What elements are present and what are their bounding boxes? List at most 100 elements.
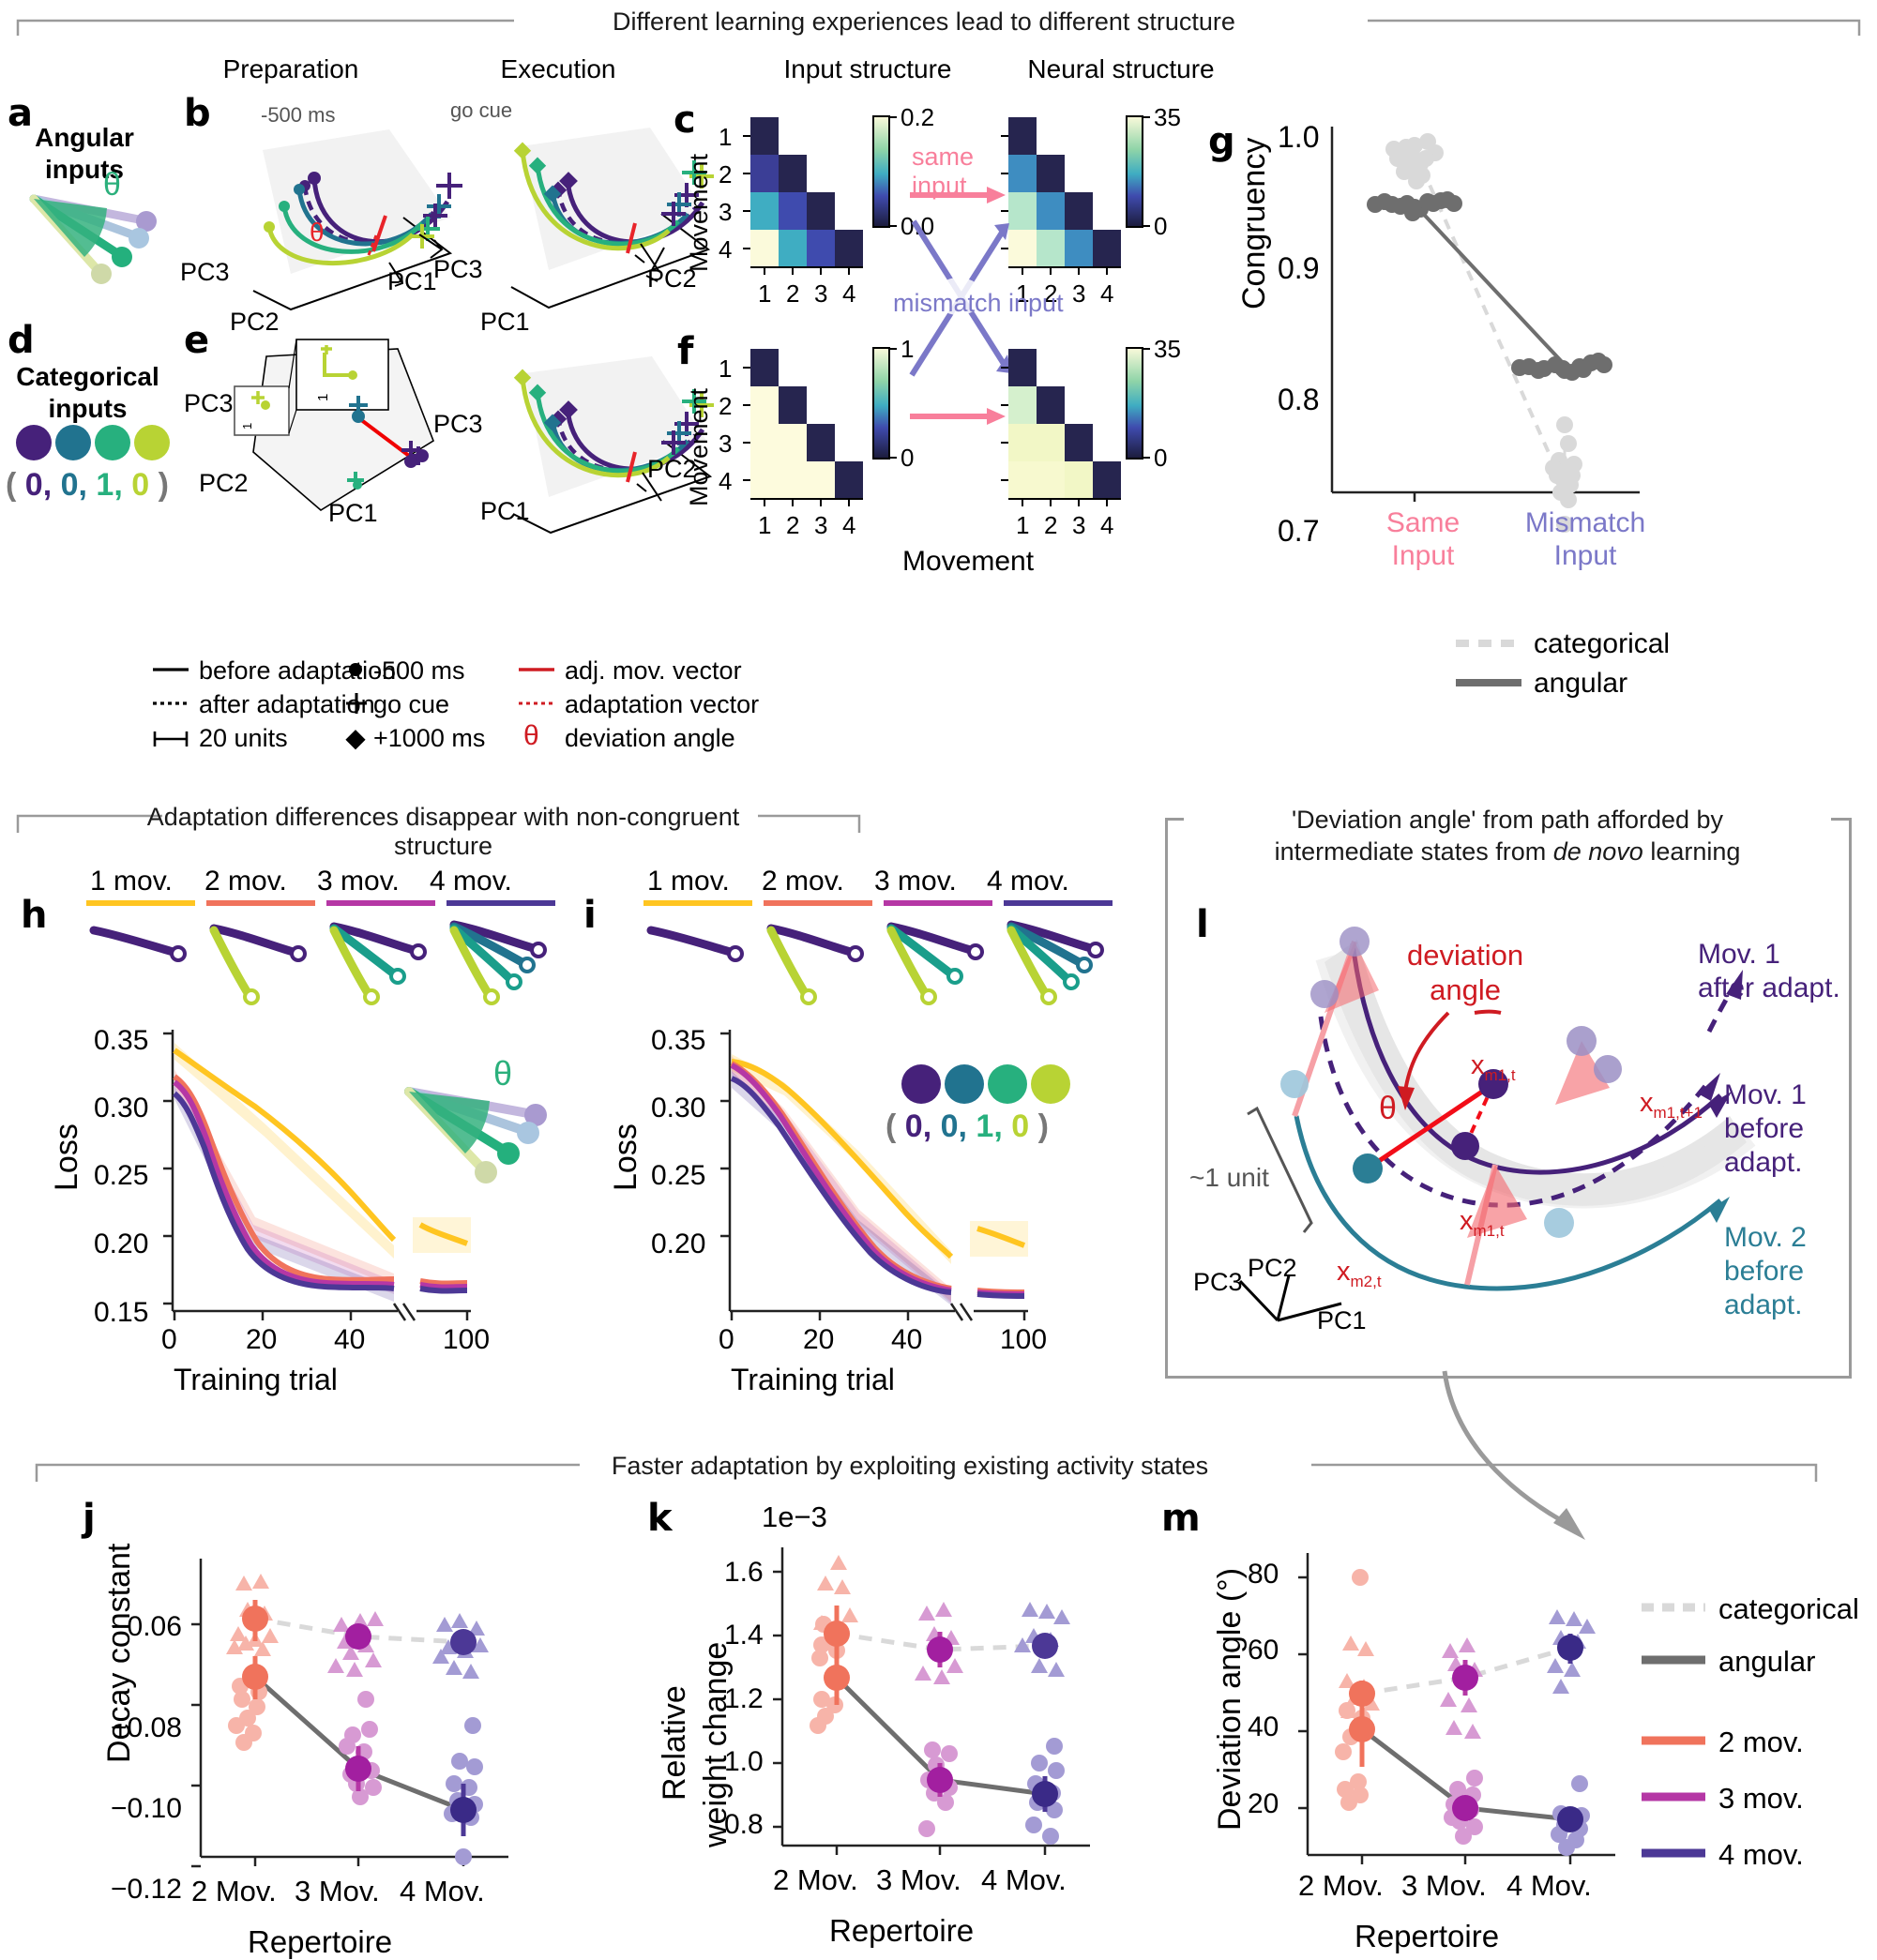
panel-i-ytick-030: 0.30 xyxy=(651,1093,706,1123)
neural-top-xtick-2: 2 xyxy=(1044,279,1058,308)
panel-f-colorbar xyxy=(872,347,897,460)
panel-i-xtick-0: 0 xyxy=(719,1324,734,1355)
panel-b-exec-axis-pc3: PC3 xyxy=(433,255,483,283)
panel-l-mov1-after-label: Mov. 1 after adapt. xyxy=(1698,938,1840,1005)
panel-m-legend xyxy=(1640,1594,1874,1866)
panel-j-xtick-3mov: 3 Mov. xyxy=(295,1875,380,1907)
panel-k-xtick-3mov: 3 Mov. xyxy=(876,1863,961,1896)
panel-i-xtick-100: 100 xyxy=(1000,1324,1048,1355)
panel-b-annotation-minus500: -500 ms xyxy=(261,103,336,127)
panel-k-exponent-label: 1e−3 xyxy=(762,1500,827,1533)
panel-letter-k: k xyxy=(647,1497,673,1540)
panel-i-rep-title-1: 1 mov. xyxy=(647,866,730,897)
panel-i-xtick-40: 40 xyxy=(891,1324,923,1355)
panel-l-title-line2b: de novo xyxy=(1552,837,1643,866)
svg-text:1: 1 xyxy=(240,423,254,430)
panel-l-title-line2a: intermediate states from xyxy=(1274,837,1553,866)
mismatch-input-cross-arrows xyxy=(901,206,1022,384)
panel-m-ytick-20: 20 xyxy=(1248,1788,1279,1819)
panel-d-title: Categorical inputs xyxy=(6,361,170,425)
panel-i-xlabel: Training trial xyxy=(731,1363,895,1396)
panel-g-ylabel: Congruency xyxy=(1236,137,1272,309)
panel-g-xtick-same: Same Input xyxy=(1371,506,1475,573)
panel-m-legend-3mov: 3 mov. xyxy=(1718,1782,1804,1815)
panel-g-legend-categorical: categorical xyxy=(1534,628,1671,659)
panel-g-legend xyxy=(1454,628,1848,713)
panel-m-xtick-2mov: 2 Mov. xyxy=(1298,1869,1384,1902)
panel-letter-j: j xyxy=(83,1497,96,1540)
panel-m-xtick-4mov: 4 Mov. xyxy=(1506,1869,1592,1902)
neural-top-xtick-1: 1 xyxy=(1016,279,1030,308)
panel-f-heatmap xyxy=(743,349,863,506)
panel-f-ytick-1: 1 xyxy=(719,354,733,383)
panel-k-xlabel: Repertoire xyxy=(829,1913,975,1948)
panel-i-rep-title-2: 2 mov. xyxy=(762,866,844,897)
panel-i-ylabel: Loss xyxy=(608,1123,643,1191)
panel-c-ylabel: Movement xyxy=(685,153,713,272)
legend-before-adaptation: before adaptation xyxy=(199,656,397,685)
neural-structure-bottom-heatmap xyxy=(1001,349,1121,506)
legend-adaptation-vector: adaptation vector xyxy=(565,690,760,718)
panel-b-theta: θ xyxy=(310,218,325,247)
panel-k-ylabel: Relative xyxy=(657,1685,693,1801)
panel-i-rep-title-3: 3 mov. xyxy=(874,866,957,897)
panel-m-legend-2mov: 2 mov. xyxy=(1718,1726,1804,1758)
panel-a-fan-diagram xyxy=(17,178,167,284)
trajectory-legend xyxy=(145,656,727,760)
panel-m-legend-4mov: 4 mov. xyxy=(1718,1838,1804,1871)
panel-e-execution-plot xyxy=(457,339,738,536)
panel-i-vector-paren-close: ) xyxy=(1037,1108,1049,1144)
vector-value-0: 0, xyxy=(24,467,53,503)
panel-l-mov1-before-l1: Mov. 1 xyxy=(1724,1079,1807,1110)
panel-g-xtick-same-line2: Input xyxy=(1391,540,1455,572)
neural-top-xtick-3: 3 xyxy=(1072,279,1086,308)
panel-k-ytick-14: 1.4 xyxy=(724,1620,764,1651)
panel-l-mov1-after-l2: after adapt. xyxy=(1698,972,1840,1003)
panel-a-title: Angular inputs xyxy=(19,122,150,186)
panel-h-xtick-0: 0 xyxy=(161,1324,177,1355)
panel-g-ytick-0.8: 0.8 xyxy=(1278,383,1320,416)
panel-letter-a: a xyxy=(8,92,33,135)
panel-c-cbar-max: 0.2 xyxy=(901,103,935,131)
panel-f-ytick-3: 3 xyxy=(719,430,733,458)
panel-l-mov2-before-label: Mov. 2 before adapt. xyxy=(1724,1221,1877,1322)
panel-k-ylabel-line1: Relative xyxy=(657,1685,692,1801)
panel-f-xtick-3: 3 xyxy=(814,511,828,539)
panel-h-xtick-40: 40 xyxy=(334,1324,366,1355)
panel-k-ytick-10: 1.0 xyxy=(724,1746,764,1777)
panel-l-mov1-after-l1: Mov. 1 xyxy=(1698,939,1780,970)
panel-i-vector-paren-open: ( xyxy=(886,1108,897,1144)
neural-bottom-xtick-3: 3 xyxy=(1072,511,1086,539)
panel-h-repertoire-icons xyxy=(84,898,572,1011)
panel-i-rep-title-4: 4 mov. xyxy=(987,866,1069,897)
panel-letter-i: i xyxy=(583,894,597,937)
mismatch-input-label: mismatch input xyxy=(893,289,1064,317)
neural-bottom-cbar-max: 35 xyxy=(1154,335,1181,363)
panel-l-title-line2c: learning xyxy=(1642,837,1741,866)
neural-bottom-xtick-1: 1 xyxy=(1016,511,1030,539)
section-bracket-mid xyxy=(16,810,861,835)
panel-l-box xyxy=(1165,818,1852,1379)
panel-c-ytick-2: 2 xyxy=(719,160,733,188)
panel-letter-h: h xyxy=(21,894,48,937)
panel-c-xtick-2: 2 xyxy=(786,279,800,308)
panel-j-xlabel: Repertoire xyxy=(248,1924,393,1959)
vector-paren-close: ) xyxy=(158,467,169,503)
panel-l-title-line1: 'Deviation angle' from path afforded by xyxy=(1291,806,1724,834)
panel-h-ylabel: Loss xyxy=(49,1123,84,1191)
panel-letter-g: g xyxy=(1208,120,1235,163)
legend-minus500ms: -500 ms xyxy=(373,656,465,685)
panel-c-ytick-1: 1 xyxy=(719,123,733,151)
section-title-top: Different learning experiences lead to d… xyxy=(613,8,1235,36)
panel-letter-l: l xyxy=(1196,903,1209,946)
legend-adj-mov-vector: adj. mov. vector xyxy=(565,656,742,685)
vector-value-1: 0, xyxy=(60,467,87,503)
panel-l-mov2-before-l1: Mov. 2 xyxy=(1724,1222,1807,1253)
panel-g-legend-angular: angular xyxy=(1534,668,1628,699)
panel-e-preparation-plot: 1 1 xyxy=(199,339,499,527)
panel-c-ytick-3: 3 xyxy=(719,198,733,226)
panel-i-inset-categorical-dots xyxy=(901,1062,1070,1107)
panel-l-label-xm1t1: xm1,t+1 xyxy=(1640,1088,1703,1123)
panel-letter-d: d xyxy=(8,319,35,362)
legend-plus1000ms: +1000 ms xyxy=(373,724,486,752)
